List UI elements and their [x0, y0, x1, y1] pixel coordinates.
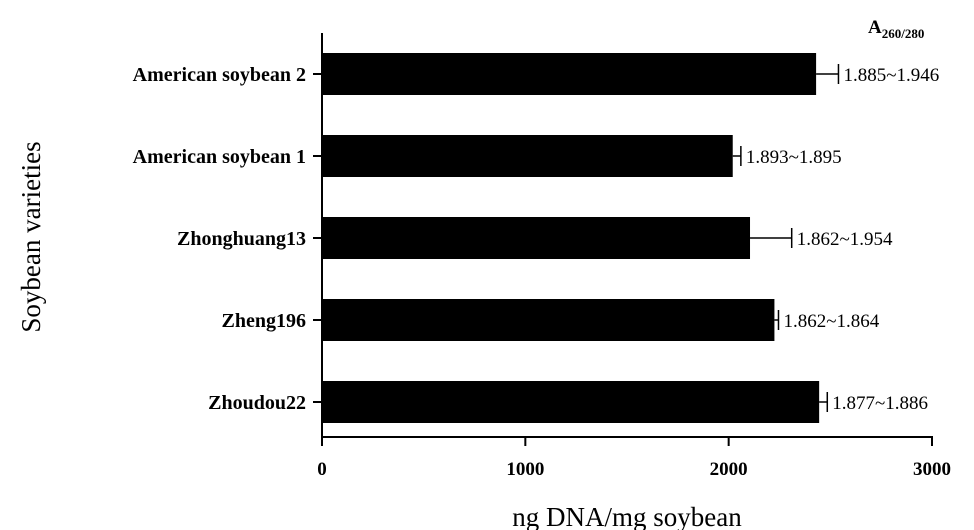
category-label: Zhonghuang13	[177, 228, 306, 250]
plot-area: 0 1000 2000 3000 American soybean 2 1.885~1.9…	[133, 33, 951, 480]
data-label: 1.862~1.864	[783, 311, 879, 332]
bar	[322, 53, 817, 95]
x-tick-label: 1000	[506, 459, 544, 480]
ratio-header-main: A	[868, 17, 882, 38]
data-label: 1.893~1.895	[746, 147, 842, 168]
bar	[322, 135, 733, 177]
x-tick-label: 3000	[913, 459, 951, 480]
category-label: American soybean 1	[133, 146, 306, 168]
data-label: 1.877~1.886	[832, 393, 928, 414]
category-label: Zheng196	[222, 310, 306, 332]
y-axis-title: Soybean varieties	[16, 141, 46, 332]
bar	[322, 381, 820, 423]
data-label: 1.885~1.946	[843, 65, 939, 86]
x-tick-label: 2000	[710, 459, 748, 480]
bar	[322, 217, 751, 259]
category-label: Zhoudou22	[208, 392, 306, 414]
ratio-header-subscript: 260/280	[882, 26, 925, 41]
x-tick-label: 0	[317, 459, 327, 480]
ratio-header: A260/280	[868, 17, 924, 41]
x-axis-title: ng DNA/mg soybean	[512, 502, 742, 530]
bar	[322, 299, 775, 341]
data-label: 1.862~1.954	[797, 229, 893, 250]
category-label: American soybean 2	[133, 64, 306, 86]
